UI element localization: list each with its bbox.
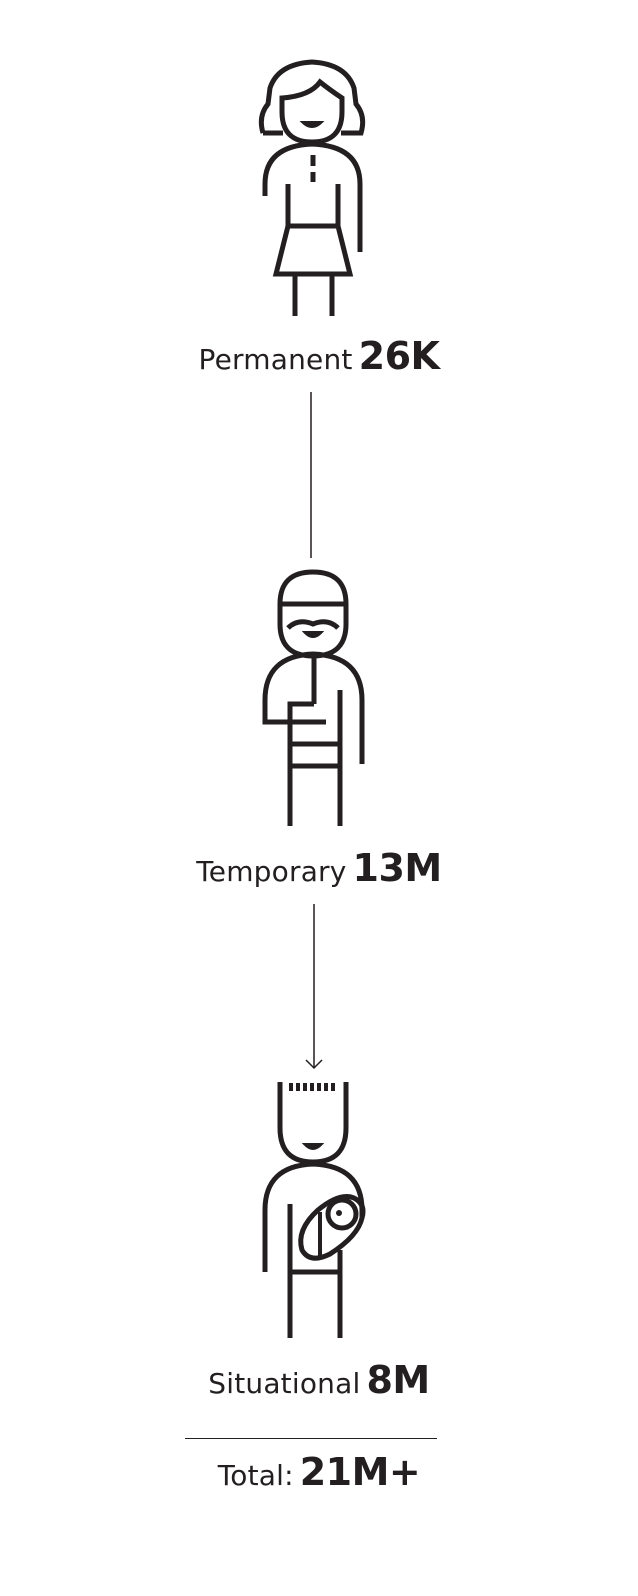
man-mouth	[301, 631, 325, 638]
total-value: 21M+	[299, 1450, 421, 1494]
caption-total: Total: 21M+	[0, 1450, 638, 1494]
caption-situational: Situational 8M	[0, 1358, 638, 1402]
man-head	[277, 569, 349, 659]
baby-bundle	[298, 1194, 366, 1261]
woman-face	[279, 78, 345, 145]
parent-holding-baby-icon	[262, 1082, 366, 1338]
man-beard	[286, 619, 340, 630]
woman-figure-icon	[258, 59, 366, 316]
stage-label-situational: Situational	[208, 1367, 361, 1400]
caption-temporary: Temporary 13M	[0, 846, 638, 890]
parent-mouth	[301, 1143, 325, 1150]
stage-label-temporary: Temporary	[196, 855, 347, 888]
caption-permanent: Permanent 26K	[0, 334, 638, 378]
parent-torso	[262, 1161, 365, 1272]
stage-value-situational: 8M	[366, 1358, 430, 1402]
connector-arrow-head	[305, 1059, 323, 1070]
woman-smile	[299, 121, 325, 128]
baby-head	[325, 1197, 359, 1231]
stage-value-permanent: 26K	[358, 334, 440, 378]
woman-torso	[262, 141, 363, 252]
baby-eye	[336, 1210, 342, 1216]
man-sling	[262, 700, 326, 725]
stage-value-temporary: 13M	[352, 846, 443, 890]
man-belt	[290, 741, 340, 769]
man-with-arm-injury-icon	[262, 569, 365, 826]
parent-hair	[289, 1083, 335, 1091]
stage-label-permanent: Permanent	[198, 343, 353, 376]
total-label: Total:	[217, 1459, 294, 1492]
woman-skirt	[272, 223, 354, 277]
woman-hair	[258, 59, 366, 136]
total-divider	[185, 1438, 437, 1439]
